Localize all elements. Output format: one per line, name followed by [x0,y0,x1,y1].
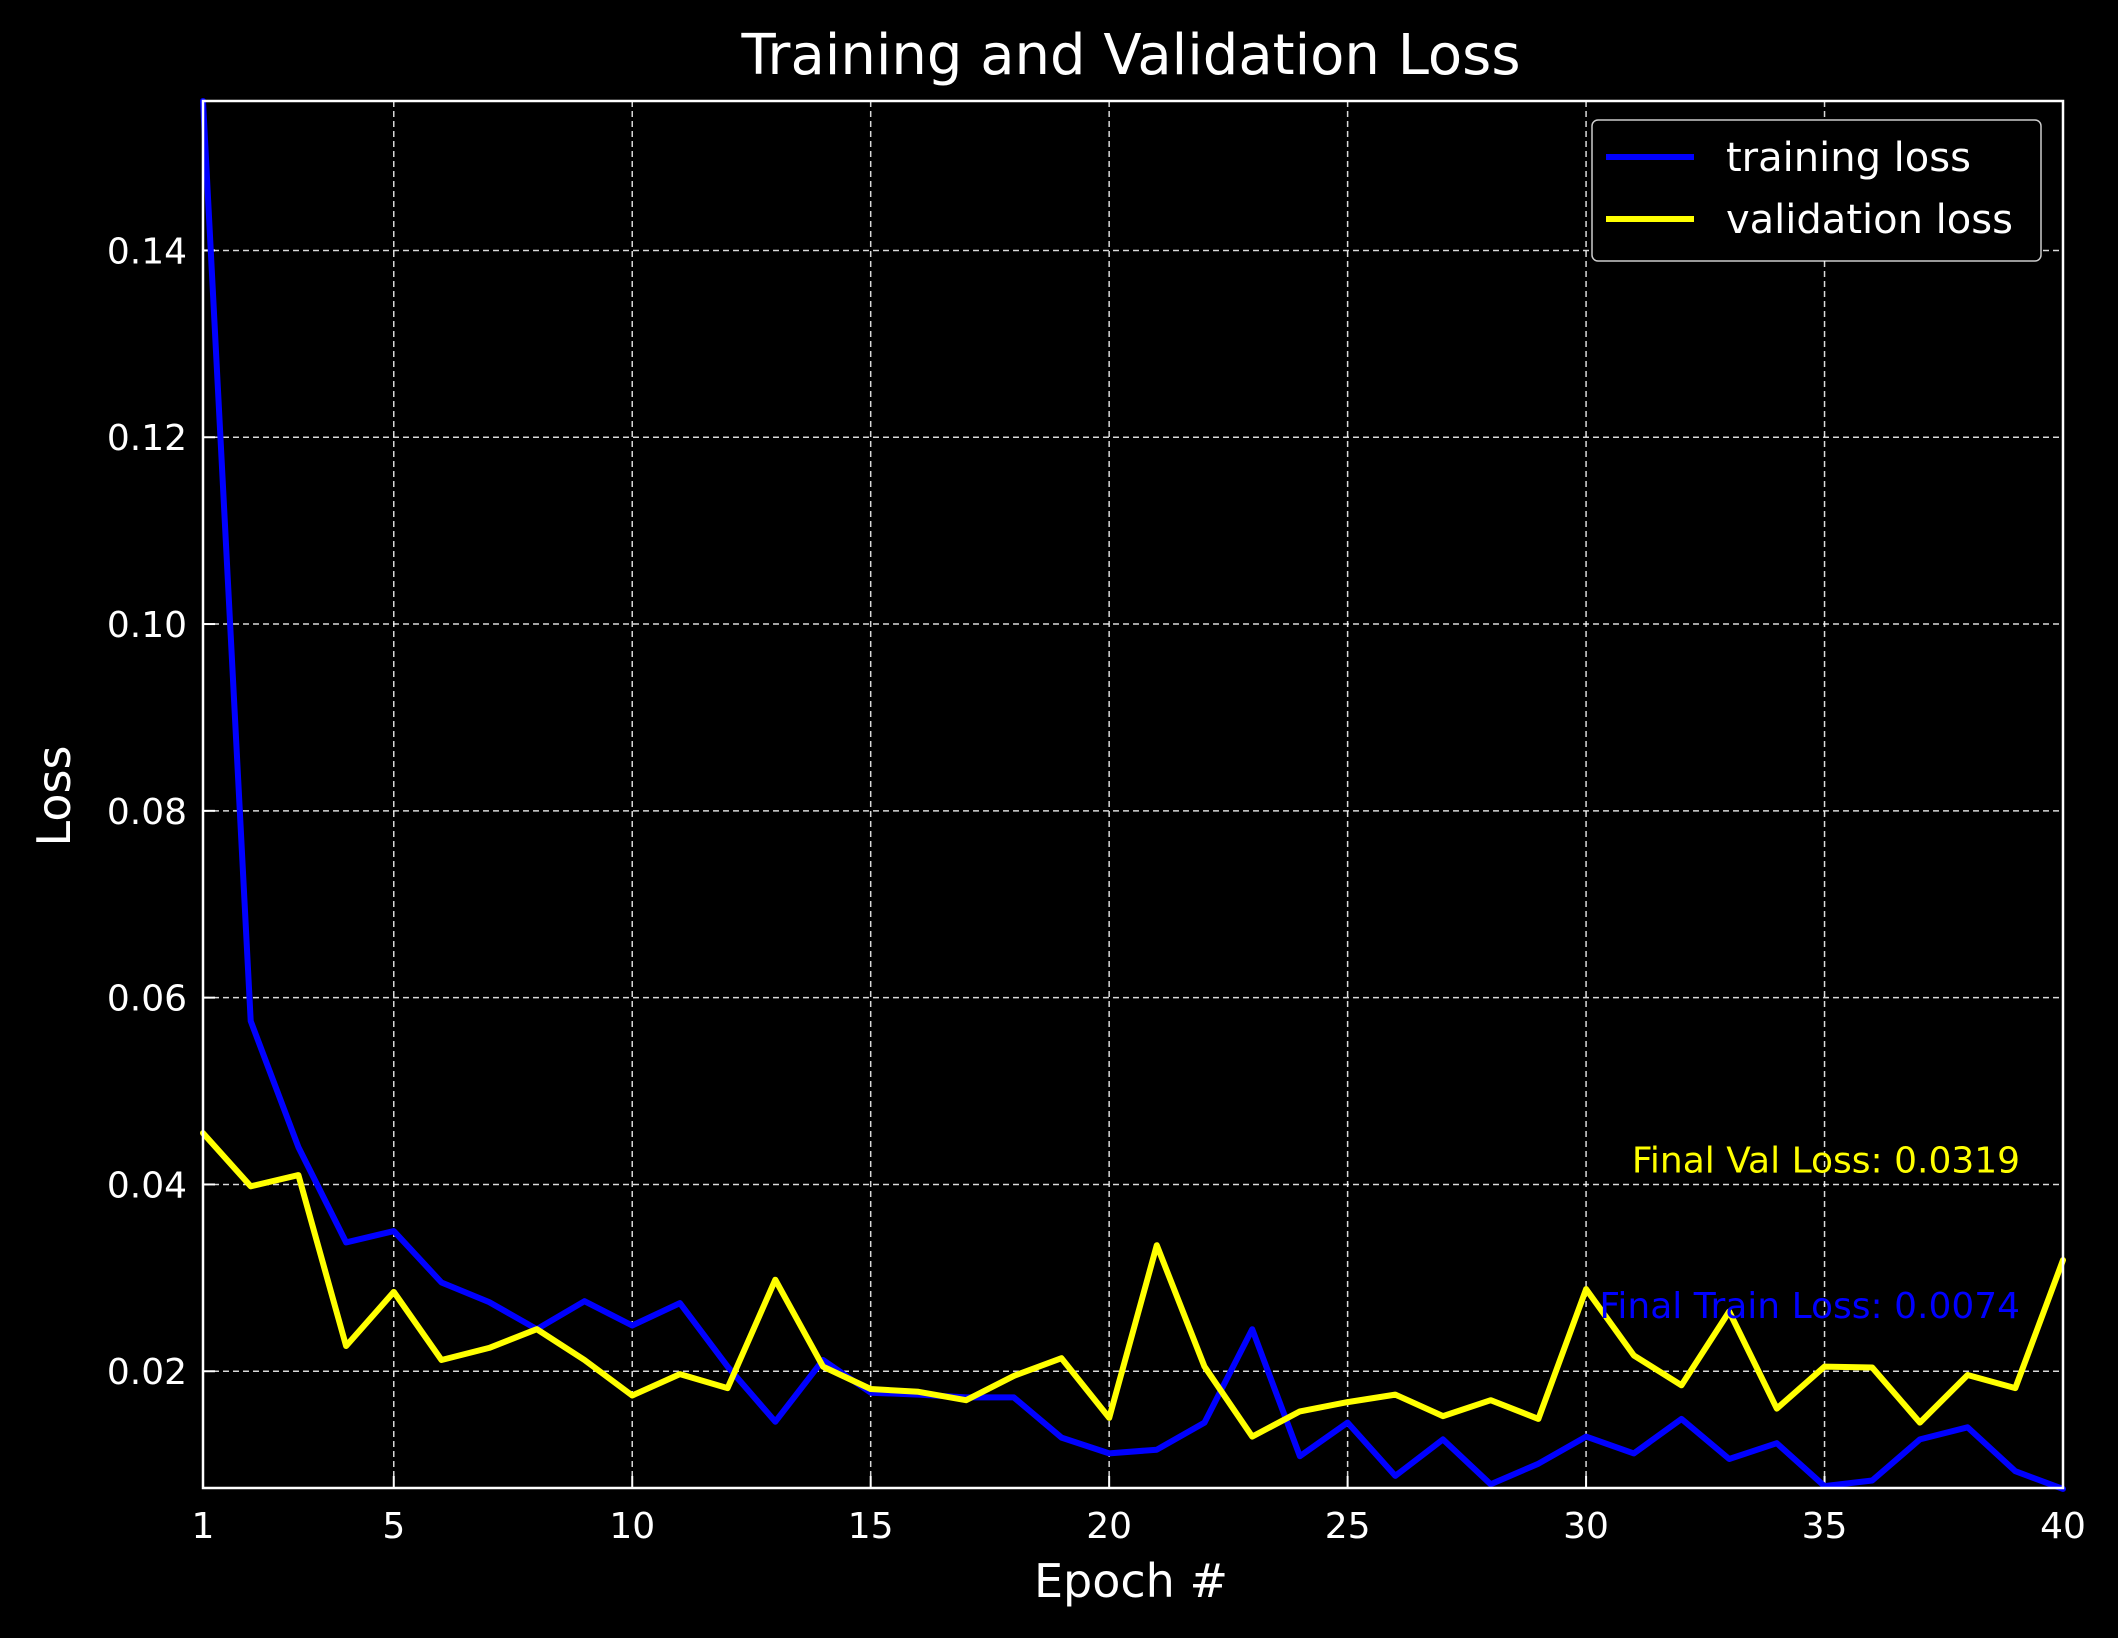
annotations: Final Val Loss: 0.0319 Final Train Loss: … [1599,1140,2020,1327]
x-tick-label: 35 [1802,1506,1848,1547]
chart-title: Training and Validation Loss [740,23,1520,88]
plot-frame [201,99,2065,1490]
y-tick-label: 0.12 [107,418,187,459]
legend-label-validation: validation loss [1726,197,2013,243]
annotation-0: Final Val Loss: 0.0319 [1632,1140,2020,1181]
x-tick-label: 1 [192,1506,215,1547]
legend: training loss validation loss [1591,119,2042,262]
y-tick-label: 0.14 [107,231,187,272]
x-tick-label: 40 [2040,1506,2086,1547]
ticks: 1 5 10 15 20 25 30 35 400.020.040.060.080.100.12… [107,231,2086,1547]
x-tick-label: 5 [382,1506,405,1547]
x-tick-label: 10 [609,1506,655,1547]
series-layer [200,98,2066,1492]
legend-box [1591,119,2042,262]
x-axis-label: Epoch # [1034,1554,1228,1608]
y-tick-label: 0.08 [107,792,187,833]
y-axis-label: Loss [27,746,81,847]
y-tick-label: 0.06 [107,979,187,1020]
y-tick-label: 0.10 [107,605,187,646]
series-line-training-loss [200,98,2066,1492]
x-tick-label: 30 [1563,1506,1609,1547]
series-line-validation-loss [200,1130,2066,1440]
y-tick-label: 0.02 [107,1352,187,1393]
y-tick-label: 0.04 [107,1165,187,1206]
x-tick-label: 15 [848,1506,894,1547]
x-tick-label: 20 [1086,1506,1132,1547]
x-tick-label: 25 [1325,1506,1371,1547]
annotation-1: Final Train Loss: 0.0074 [1599,1286,2020,1327]
legend-label-training: training loss [1726,135,1971,181]
